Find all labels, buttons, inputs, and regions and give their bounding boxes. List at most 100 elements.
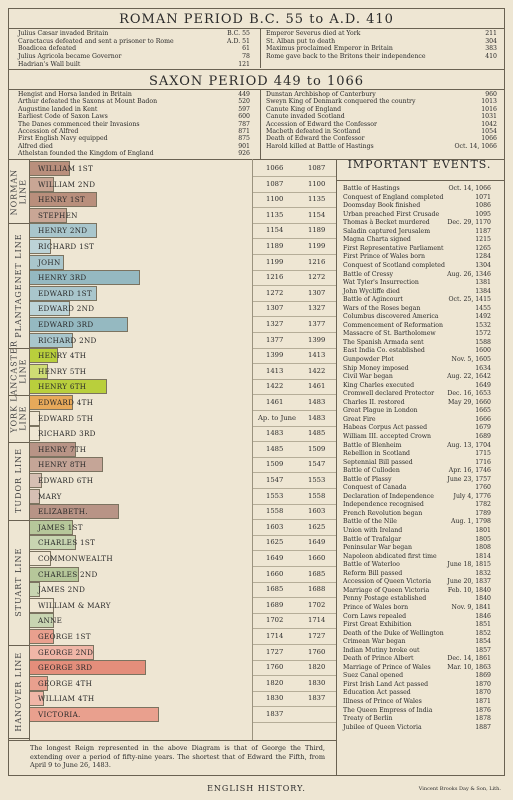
reign-bar: HENRY 2ND xyxy=(30,223,97,238)
reign-bar: VICTORIA. xyxy=(30,707,159,722)
event-text: First Irish Land Act passed xyxy=(343,681,428,688)
reign-start: 1154 xyxy=(266,226,283,234)
event-text: John Wycliffe died xyxy=(343,288,400,295)
event-text: Death of the Duke of Wellington xyxy=(343,630,444,637)
reign-name: GEORGE 4TH xyxy=(38,679,92,688)
event-date: 1716 xyxy=(475,459,491,467)
important-event: Crimean War began 1854 xyxy=(343,638,491,646)
reign-name: EDWARD 3RD xyxy=(38,320,93,329)
important-event: Charles II. restored May 29, 1660 xyxy=(343,399,491,407)
important-event: Education Act passed 1870 xyxy=(343,689,491,697)
row-divider xyxy=(252,504,336,505)
event-date: 1808 xyxy=(475,544,491,552)
event-date: 1532 xyxy=(475,322,491,330)
saxon-event: Athelstan founded the Kingdom of England… xyxy=(18,150,250,158)
important-event: Battle of Cressy Aug. 26, 1346 xyxy=(343,271,491,279)
reign-start: 1377 xyxy=(266,336,283,344)
reign-name: HENRY 3RD xyxy=(38,273,86,282)
important-event: John Wycliffe died 1384 xyxy=(343,288,491,296)
event-date: Nov. 9, 1841 xyxy=(452,604,491,612)
reign-bar: GEORGE 4TH xyxy=(30,676,48,691)
reign-name: JAMES 1ST xyxy=(38,523,83,532)
reign-end: 1553 xyxy=(308,476,325,484)
event-text: Augustine landed in Kent xyxy=(18,106,97,113)
row-divider xyxy=(252,706,336,707)
event-text: Hadrian's Wall built xyxy=(18,61,80,68)
important-event: Jubilee of Queen Victoria 1887 xyxy=(343,724,491,732)
important-event: Great Fire 1666 xyxy=(343,416,491,424)
reign-end: 1837 xyxy=(308,694,325,702)
event-date: 1689 xyxy=(475,433,491,441)
event-text: Boadicea defeated xyxy=(18,45,76,52)
reign-end: 1100 xyxy=(308,180,325,188)
reign-end: 1660 xyxy=(308,554,325,562)
important-event: Prince of Wales born Nov. 9, 1841 xyxy=(343,604,491,612)
reign-bar: HENRY 4TH xyxy=(30,348,58,363)
reign-start: 1272 xyxy=(266,289,283,297)
reign-start: 1100 xyxy=(266,195,283,203)
event-text: Sweyn King of Denmark conquered the coun… xyxy=(266,98,416,105)
reign-name: HENRY 2ND xyxy=(38,226,87,235)
event-date: 1801 xyxy=(475,527,491,535)
event-text: William III. accepted Crown xyxy=(343,433,431,440)
important-event: Death of Prince Albert Dec. 14, 1861 xyxy=(343,655,491,663)
reign-name: EDWARD 4TH xyxy=(38,398,93,407)
roman-event: Emperor Severus died at York 211 xyxy=(266,30,497,38)
reign-name: GEORGE 3RD xyxy=(38,663,92,672)
row-divider xyxy=(252,176,336,177)
divider xyxy=(8,69,505,70)
reign-start: 1307 xyxy=(266,304,283,312)
roman-event: Boadicea defeated 61 xyxy=(18,45,250,53)
event-date: 1851 xyxy=(475,621,491,629)
event-text: Marriage of Prince of Wales xyxy=(343,664,431,671)
event-text: Canute invaded Scotland xyxy=(266,113,345,120)
reign-end: 1377 xyxy=(308,320,325,328)
reign-name: ELIZABETH. xyxy=(38,507,88,516)
event-text: Conquest of England completed xyxy=(343,194,443,201)
divider xyxy=(29,159,30,740)
reign-name: WILLIAM 4TH xyxy=(38,694,94,703)
event-date: Nov. 5, 1605 xyxy=(452,356,491,364)
important-event: Commencement of Reformation 1532 xyxy=(343,322,491,330)
important-event: Battle of Trafalgar 1805 xyxy=(343,536,491,544)
reign-start: 1660 xyxy=(266,570,283,578)
important-event: Marriage of Queen Victoria Feb. 10, 1840 xyxy=(343,587,491,595)
event-text: Death of Edward the Confessor xyxy=(266,135,365,142)
reign-bar: GEORGE 1ST xyxy=(30,629,54,644)
row-divider xyxy=(252,316,336,317)
event-text: Illness of Prince of Wales xyxy=(343,698,422,705)
printer-credit: Vincent Brooks Day & Son, Lith. xyxy=(419,786,501,792)
reign-bar: WILLIAM 2ND xyxy=(30,177,54,192)
row-divider xyxy=(252,441,336,442)
row-divider xyxy=(252,550,336,551)
event-date: Apr. 16, 1746 xyxy=(449,467,491,475)
reign-start: 1422 xyxy=(266,382,283,390)
divider xyxy=(8,89,505,90)
reign-bar: EDWARD 5TH xyxy=(30,411,40,426)
important-event: Declaration of Independence July 4, 1776 xyxy=(343,493,491,501)
reign-name: GEORGE 1ST xyxy=(38,632,91,641)
reign-name: STEPHEN xyxy=(38,211,78,220)
reign-start: 1413 xyxy=(266,367,283,375)
event-text: Rome gave back to the Britons their inde… xyxy=(266,53,426,60)
important-event: Suez Canal opened 1869 xyxy=(343,672,491,680)
event-date: 1876 xyxy=(475,707,491,715)
event-date: Aug. 13, 1704 xyxy=(447,442,491,450)
event-date: 1871 xyxy=(475,698,491,706)
event-text: Arthur defeated the Saxons at Mount Bado… xyxy=(18,98,157,105)
reign-name: CHARLES 1ST xyxy=(38,538,95,547)
reign-start: 1702 xyxy=(266,616,283,624)
reign-end: 1820 xyxy=(308,663,325,671)
divider xyxy=(8,740,336,741)
important-event: Wat Tyler's Insurrection 1381 xyxy=(343,279,491,287)
reign-name: GEORGE 2ND xyxy=(38,648,93,657)
important-event: The Spanish Armada sent 1588 xyxy=(343,339,491,347)
important-event: First Prince of Wales born 1284 xyxy=(343,253,491,261)
event-text: Julius Agricola became Governor xyxy=(18,53,121,60)
row-divider xyxy=(252,488,336,489)
reign-name: EDWARD 1ST xyxy=(38,289,92,298)
row-divider xyxy=(252,379,336,380)
reign-bar: HENRY 1ST xyxy=(30,192,97,207)
important-event: Battle of the Nile Aug. 1, 1798 xyxy=(343,518,491,526)
roman-event: Hadrian's Wall built 121 xyxy=(18,61,250,69)
